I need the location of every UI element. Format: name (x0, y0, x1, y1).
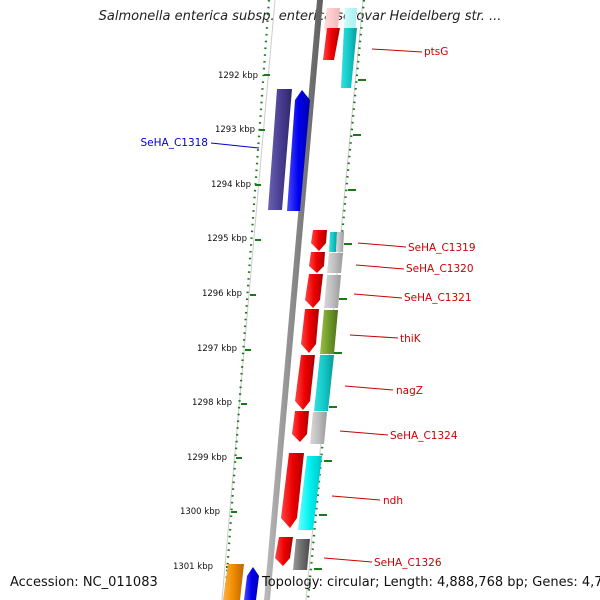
accession-text: Accession: NC_011083 (10, 575, 158, 590)
gene-SeHA_C1318-arrow[interactable] (287, 90, 310, 211)
gene-label-SeHA_C1321[interactable]: SeHA_C1321 (404, 292, 472, 304)
tick-label-1294: 1294 kbp (211, 180, 251, 190)
tick-label-1300: 1300 kbp (180, 507, 220, 517)
gene-label-SeHA_C1324[interactable]: SeHA_C1324 (390, 430, 458, 442)
gene-ptsG-cog (341, 28, 357, 88)
gene-SeHA_C1326-cog (293, 539, 310, 570)
gene-ptsG-feature[interactable] (323, 28, 340, 60)
leader-SeHA_C1318 (210, 142, 260, 149)
leader-ndh (331, 495, 381, 501)
gene-label-nagZ[interactable]: nagZ (396, 385, 423, 397)
gene-partial-blue-arrow[interactable] (244, 567, 259, 600)
tick-label-1297: 1297 kbp (197, 344, 237, 354)
gene-label-SeHA_C1320[interactable]: SeHA_C1320 (406, 263, 474, 275)
gene-ndh-cog (298, 456, 322, 530)
leader-SeHA_C1326 (323, 557, 373, 563)
gene-SeHA_C1318-cog (268, 89, 292, 210)
gene-SeHA_C1321-arrow[interactable] (305, 274, 323, 308)
genome-backbone (264, 0, 323, 600)
tick-marks-right (314, 79, 366, 570)
tick-label-1295: 1295 kbp (207, 234, 247, 244)
leader-nagZ (344, 385, 394, 391)
leader-SeHA_C1324 (339, 430, 389, 436)
gene-ndh-arrow[interactable] (281, 453, 304, 528)
gene-label-SeHA_C1319[interactable]: SeHA_C1319 (408, 242, 476, 254)
gene-nagZ-cog (314, 355, 334, 411)
map-title: Salmonella enterica subsp. enterica sero… (98, 9, 502, 24)
leader-thiK (349, 334, 399, 339)
gene-thiK-arrow[interactable] (301, 309, 319, 353)
gene-SeHA_C1319-cog (329, 232, 337, 252)
gene-SeHA_C1320-arrow[interactable] (309, 252, 325, 273)
tick-label-1301: 1301 kbp (173, 562, 213, 572)
gene-label-ndh[interactable]: ndh (383, 495, 403, 507)
tick-label-1298: 1298 kbp (192, 398, 232, 408)
tick-label-1292: 1292 kbp (218, 71, 258, 81)
tick-track-left (223, 0, 271, 600)
leader-SeHA_C1319 (357, 242, 407, 248)
gene-SeHA_C1324-cog (310, 412, 327, 444)
topology-text: Topology: circular; Length: 4,888,768 bp… (262, 575, 600, 590)
gene-label-SeHA_C1318[interactable]: SeHA_C1318 (140, 137, 208, 149)
tick-label-1296: 1296 kbp (202, 289, 242, 299)
gene-thiK-cog (320, 310, 338, 354)
gene-label-SeHA_C1326[interactable]: SeHA_C1326 (374, 557, 442, 569)
tick-label-1293: 1293 kbp (215, 125, 255, 135)
map-boundary-left (221, 0, 276, 600)
gene-SeHA_C1320-cog (327, 253, 343, 273)
leader-ptsG (371, 48, 423, 53)
gene-SeHA_C1319-arrow[interactable] (311, 230, 327, 251)
gene-label-thiK[interactable]: thiK (400, 333, 422, 345)
gene-label-ptsG[interactable]: ptsG (424, 46, 448, 58)
leader-SeHA_C1321 (353, 293, 403, 299)
tick-label-1299: 1299 kbp (187, 453, 227, 463)
gene-partial-orange (223, 564, 244, 600)
leader-SeHA_C1320 (355, 264, 405, 270)
tick-marks-left (226, 74, 270, 568)
gene-SeHA_C1324-arrow[interactable] (292, 411, 309, 442)
gene-SeHA_C1326-arrow[interactable] (275, 537, 293, 566)
gene-nagZ-arrow[interactable] (295, 355, 315, 410)
gene-SeHA_C1319-cog-gray (336, 232, 344, 252)
gene-SeHA_C1321-cog (324, 275, 341, 308)
